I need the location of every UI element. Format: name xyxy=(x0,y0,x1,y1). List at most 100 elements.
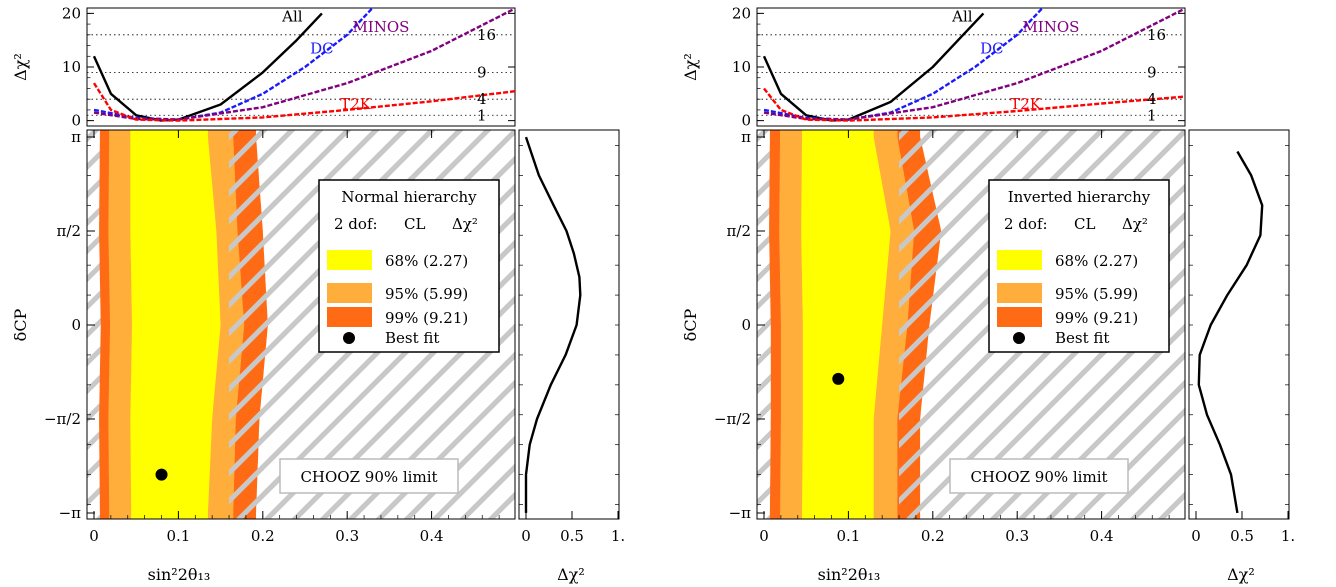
main-contour-panel: 0 0.1 0.2 0.3 0.4 −π −π/2 0 π/2 π xyxy=(44,128,516,545)
curve-label-t2k: T2K xyxy=(1010,95,1042,113)
y-tick-label: π/2 xyxy=(727,222,751,240)
level-label-4: 4 xyxy=(477,90,487,108)
legend-box: Normal hierarchy 2 dof: CL Δχ² 68% (2.27… xyxy=(318,179,500,353)
side-plot-area xyxy=(524,136,582,513)
y-tick-label: π xyxy=(71,128,81,146)
y-tick-label: π/2 xyxy=(57,222,81,240)
x-tick-label-0.3: 0.3 xyxy=(335,527,359,545)
x-tick-label-0.4: 0.4 xyxy=(420,527,444,545)
hatch-line xyxy=(1319,109,1336,529)
hatch-line xyxy=(229,130,324,225)
hatch-line xyxy=(431,435,515,519)
y-tick-label: −π/2 xyxy=(714,410,751,428)
legend-swatch-95 xyxy=(327,283,372,303)
chooz-label: CHOOZ 90% limit xyxy=(970,468,1107,486)
legend-dof-label: 2 dof: xyxy=(1004,215,1048,233)
x-tick-label-0.3: 0.3 xyxy=(1005,527,1029,545)
main-plot-area xyxy=(87,130,515,519)
x-tick-label-0.2: 0.2 xyxy=(921,527,945,545)
contour-68-region xyxy=(130,130,221,519)
top-y-tick-label-20: 20 xyxy=(732,4,751,22)
y-tick-label: π xyxy=(741,128,751,146)
top-panel-plot-area xyxy=(757,8,1185,122)
hatch-line xyxy=(899,130,1078,309)
hatch-line xyxy=(403,407,515,519)
x-axis-label: sin²2θ₁₃ xyxy=(148,565,211,584)
side-panel-frame xyxy=(1188,129,1290,520)
top-y-tick-label-0: 0 xyxy=(71,112,81,130)
best-fit-point xyxy=(832,372,845,385)
y-tick-label: 0 xyxy=(71,316,81,334)
x-tick-label-0.2: 0.2 xyxy=(251,527,275,545)
hatch-line xyxy=(1319,109,1336,529)
legend-title: Normal hierarchy xyxy=(341,188,477,206)
legend-best-fit-label: Best fit xyxy=(1055,329,1109,347)
y-tick-label: −π xyxy=(59,504,82,522)
curve-label-dc: DC xyxy=(310,40,334,58)
legend-dchi-header: Δχ² xyxy=(1122,215,1148,233)
curve-t2k xyxy=(92,82,515,122)
level-label-16: 16 xyxy=(1147,26,1166,44)
curve-label-dc: DC xyxy=(980,40,1004,58)
contour-68-region xyxy=(801,130,891,519)
level-label-1: 1 xyxy=(1147,106,1157,124)
level-label-9: 9 xyxy=(477,63,487,81)
top-y-tick-label-10: 10 xyxy=(732,58,751,76)
hatch-line xyxy=(899,130,994,225)
hatch-line xyxy=(229,130,296,197)
legend-entry-95: 95% (5.99) xyxy=(385,285,468,303)
side-x-tick-label: 0.5 xyxy=(1230,527,1254,545)
legend-best-fit-marker xyxy=(343,332,355,344)
top-y-tick-label-0: 0 xyxy=(741,112,751,130)
side-x-tick-label: 0 xyxy=(521,527,531,545)
top-y-axis-label: Δχ² xyxy=(681,53,700,81)
side-x-tick-label: 0 xyxy=(1191,527,1201,545)
top-y-tick-label-10: 10 xyxy=(62,58,81,76)
level-label-9: 9 xyxy=(1147,63,1157,81)
hatch-line xyxy=(1101,435,1185,519)
curve-label-all: All xyxy=(281,7,303,25)
side-x-axis-label: Δχ² xyxy=(557,565,585,584)
hatch-line xyxy=(899,130,1162,393)
legend-title: Inverted hierarchy xyxy=(1008,188,1151,206)
side-x-tick-label: 1. xyxy=(1281,527,1295,545)
chooz-label: CHOOZ 90% limit xyxy=(300,468,437,486)
x-tick-label-0.1: 0.1 xyxy=(836,527,860,545)
hatch-line xyxy=(899,130,1050,281)
y-tick-label: 0 xyxy=(741,316,751,334)
legend-entry-68: 68% (2.27) xyxy=(1055,252,1138,270)
y-axis-label: δCP xyxy=(681,308,700,341)
legend-best-fit-label: Best fit xyxy=(385,329,439,347)
legend-dchi-header: Δχ² xyxy=(452,215,478,233)
hatch-line xyxy=(899,130,966,197)
legend-swatch-99 xyxy=(997,307,1042,327)
hatch-line xyxy=(229,130,408,309)
level-label-4: 4 xyxy=(1147,90,1157,108)
top-panel-plot-area xyxy=(87,8,515,122)
legend-entry-99: 99% (9.21) xyxy=(1055,309,1138,327)
hatch-line xyxy=(1073,407,1185,519)
hatch-line xyxy=(229,130,436,337)
curve-label-t2k: T2K xyxy=(340,95,372,113)
side-delta-chi2-panel: 0 0.5 1. xyxy=(1188,129,1295,545)
legend-cl-header: CL xyxy=(404,215,425,233)
hatch-line xyxy=(229,130,492,393)
level-label-1: 1 xyxy=(477,106,487,124)
chooz-label-box: CHOOZ 90% limit xyxy=(949,458,1129,494)
x-tick-label-0.4: 0.4 xyxy=(1090,527,1114,545)
inverted-hierarchy-figure: 14 9 16 All DC MINOS T2K 0 10 20 0 0.1 0.2 0.3 0.4 −π −… xyxy=(681,4,1336,584)
legend-entry-99: 99% (9.21) xyxy=(385,309,468,327)
hatch-line xyxy=(899,130,1134,365)
side-delta-chi2-panel: 0 0.5 1. xyxy=(518,129,625,545)
level-label-16: 16 xyxy=(477,26,496,44)
hatch-line xyxy=(229,130,380,281)
hatch-line xyxy=(899,130,1022,253)
chooz-label-box: CHOOZ 90% limit xyxy=(279,458,459,494)
side-x-tick-label: 0.5 xyxy=(560,527,584,545)
x-tick-label-0.1: 0.1 xyxy=(166,527,190,545)
chooz-label-frame xyxy=(279,458,459,494)
side-x-tick-label: 1. xyxy=(611,527,625,545)
side-delta-chi2-curve xyxy=(524,136,582,513)
hatch-line xyxy=(229,130,352,253)
